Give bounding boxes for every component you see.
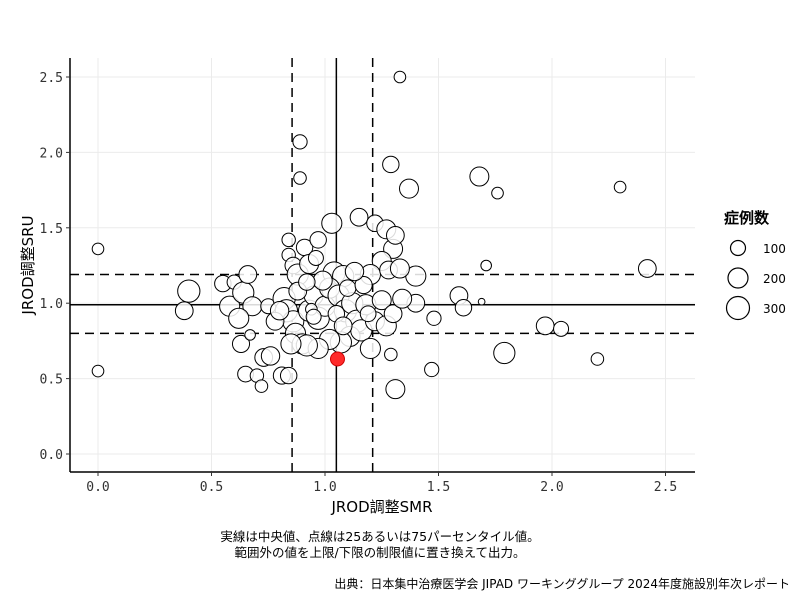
data-point: [309, 231, 327, 249]
data-point: [254, 379, 269, 393]
data-point: [469, 166, 490, 187]
data-point: [174, 301, 194, 321]
data-point: [321, 212, 343, 234]
data-point: [91, 242, 105, 256]
legend-circle-icon: [725, 295, 751, 321]
data-point: [535, 316, 555, 336]
x-tick-label: 2.0: [540, 480, 563, 495]
legend-circle-icon: [727, 267, 749, 289]
x-tick-label: 1.0: [313, 480, 336, 495]
data-point: [293, 171, 307, 185]
x-tick-label: 1.5: [427, 480, 450, 495]
data-point: [480, 259, 492, 272]
x-axis-title: JROD調整SMR: [330, 498, 432, 516]
data-point: [393, 70, 407, 84]
data-point: [344, 261, 365, 282]
data-point: [280, 333, 302, 355]
data-point: [454, 299, 473, 317]
data-points: [91, 70, 657, 400]
data-point: [399, 178, 419, 199]
data-point: [349, 207, 369, 227]
data-point: [382, 155, 400, 174]
y-tick-label: 2.5: [40, 71, 63, 86]
data-point: [392, 288, 413, 309]
note-line-1: 実線は中央値、点線は25あるいは75パーセンタイル値。: [220, 529, 540, 544]
x-tick-label: 2.5: [654, 480, 677, 495]
legend-title: 症例数: [724, 209, 770, 227]
legend-label: 200: [763, 272, 786, 286]
data-point: [91, 364, 105, 378]
data-point: [389, 258, 410, 279]
data-point: [231, 334, 251, 353]
data-point: [613, 180, 627, 194]
data-point: [238, 265, 258, 284]
data-point: [298, 273, 316, 291]
data-point: [292, 134, 308, 150]
x-tick-label: 0.0: [86, 480, 109, 495]
size-legend: 症例数 100 200 300: [724, 209, 786, 321]
y-tick-label: 1.0: [40, 297, 63, 312]
y-tick-label: 0.5: [40, 373, 63, 388]
data-point: [385, 225, 405, 245]
x-tick-label: 0.5: [200, 480, 223, 495]
data-point: [359, 337, 381, 360]
y-axis-title: JROD調整SRU: [19, 215, 37, 315]
legend-label: 300: [763, 302, 786, 316]
highlighted-facility-point: [329, 351, 345, 367]
source-credit: 出典：日本集中治療医学会 JIPAD ワーキンググループ 2024年度施設別年次…: [334, 577, 790, 591]
data-point: [424, 361, 440, 378]
data-point: [260, 346, 281, 366]
y-tick-label: 0.0: [40, 448, 63, 463]
y-tick-label: 1.5: [40, 222, 63, 237]
data-point: [281, 232, 296, 248]
y-tick-label: 2.0: [40, 146, 63, 161]
axes: 0.0 0.5 1.0 1.5 2.0 2.5 0.0 0.5 1.0 1.5 2.0 2.5: [40, 58, 695, 495]
data-point: [269, 301, 290, 321]
data-point: [228, 307, 250, 329]
data-point: [354, 276, 373, 295]
data-point: [477, 297, 486, 306]
data-point: [493, 341, 516, 365]
data-point: [279, 366, 298, 385]
data-point: [426, 310, 442, 326]
data-point: [385, 379, 406, 400]
data-point: [383, 304, 403, 324]
data-point: [312, 270, 333, 291]
data-point: [244, 329, 256, 341]
data-point: [333, 316, 353, 336]
note-line-2: 範囲外の値を上限/下限の制限値に置き換えて出力。: [234, 545, 526, 560]
data-point: [338, 279, 357, 297]
data-point: [384, 347, 398, 362]
legend-circle-icon: [729, 239, 747, 257]
data-point: [307, 249, 324, 266]
data-point: [305, 308, 322, 325]
legend-label: 100: [763, 242, 786, 256]
data-point: [491, 186, 504, 200]
data-point: [177, 279, 201, 303]
data-point: [553, 320, 570, 337]
data-point: [359, 305, 377, 323]
data-point: [637, 259, 657, 278]
data-point: [371, 290, 392, 311]
data-point: [590, 352, 605, 366]
